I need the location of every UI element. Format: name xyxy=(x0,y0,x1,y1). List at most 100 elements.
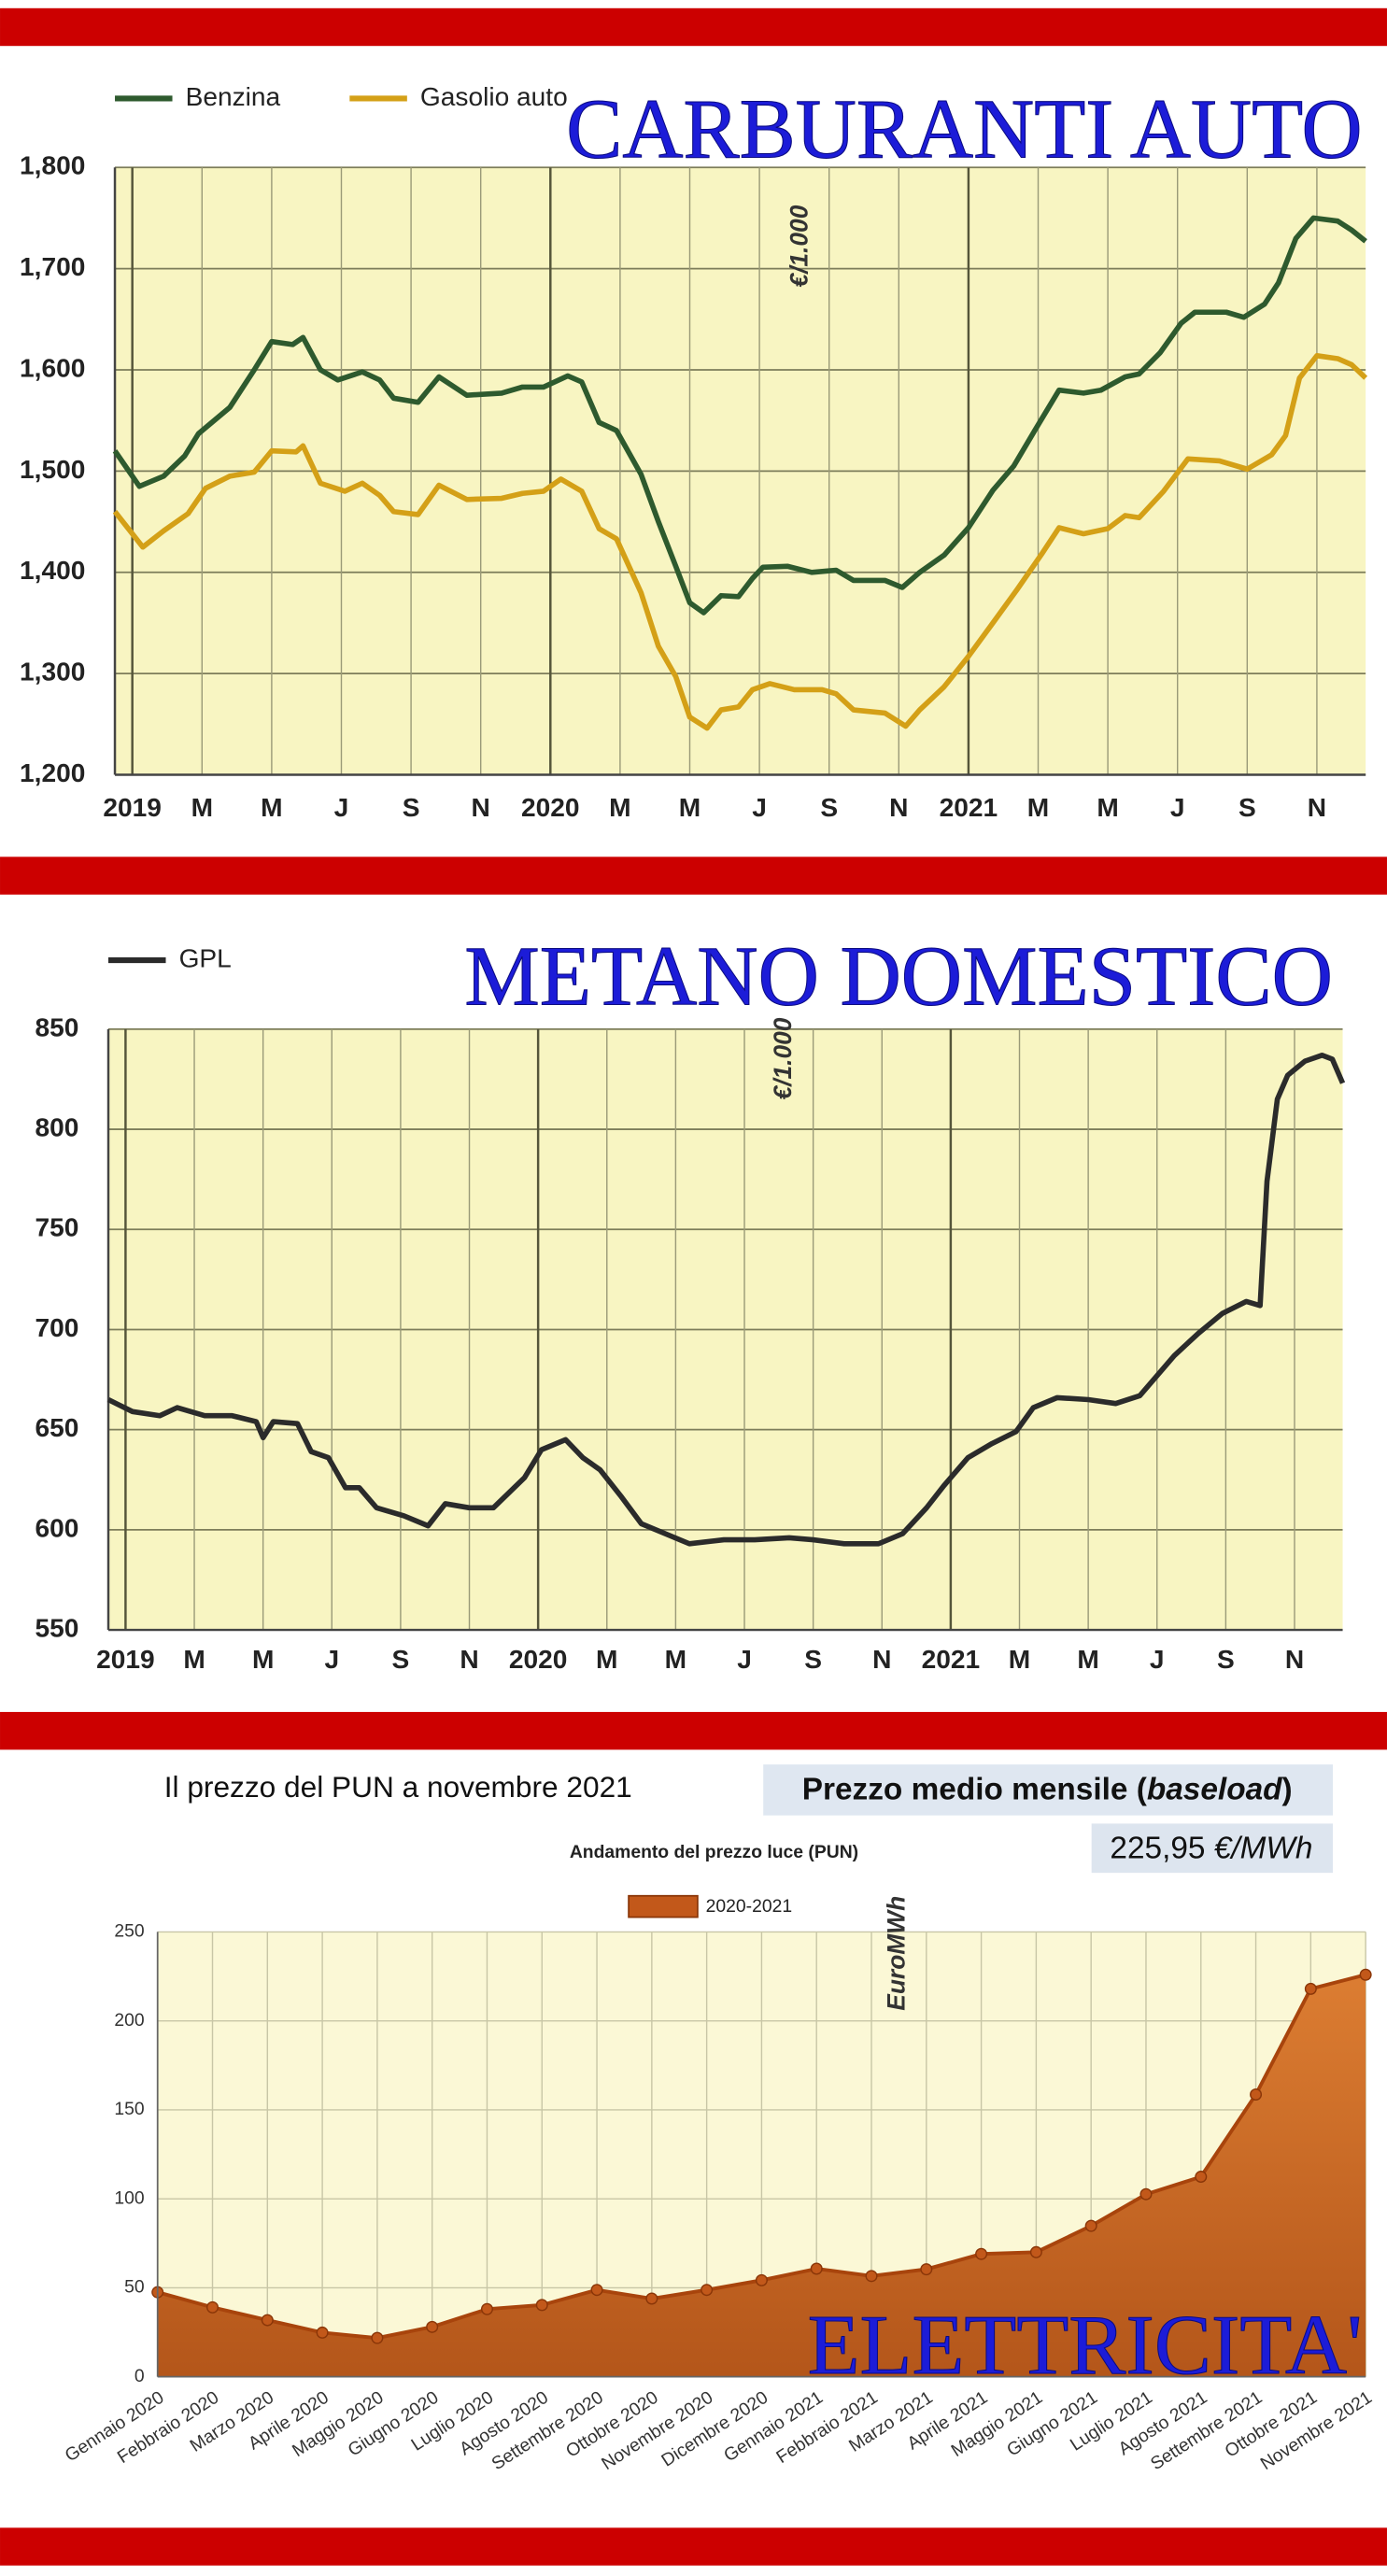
banner: METANO DOMESTICO xyxy=(464,929,1333,1024)
legend-label: 2020-2021 xyxy=(706,1897,792,1917)
banner: ELETTRICITA' xyxy=(808,2298,1363,2392)
data-point xyxy=(920,2263,933,2276)
y-tick-label: 850 xyxy=(35,1012,78,1041)
data-point xyxy=(371,2331,384,2344)
data-point xyxy=(701,2284,714,2297)
x-tick-label: M xyxy=(1097,793,1118,822)
summary-label-part: Prezzo medio mensile ( xyxy=(802,1772,1148,1806)
y-tick-label: 150 xyxy=(114,2100,144,2119)
data-point xyxy=(1029,2245,1042,2258)
y-tick-label: 100 xyxy=(114,2188,144,2208)
red-band xyxy=(0,856,1387,895)
y-tick-label: 50 xyxy=(124,2278,144,2298)
x-tick-label: S xyxy=(804,1645,822,1674)
data-point xyxy=(206,2300,219,2314)
x-tick-label: N xyxy=(472,793,490,822)
x-tick-label: M xyxy=(261,793,282,822)
legend-label: GPL xyxy=(179,943,232,972)
y-tick-label: 1,500 xyxy=(20,455,85,484)
data-point xyxy=(1359,1968,1372,1981)
x-tick-label: N xyxy=(889,793,908,822)
x-tick-label: M xyxy=(191,793,213,822)
series-line xyxy=(106,1052,1346,1547)
data-point xyxy=(1084,2219,1097,2232)
x-tick-label: 2019 xyxy=(96,1645,155,1674)
x-tick-label: M xyxy=(1027,793,1049,822)
summary-number: 225,95 xyxy=(1110,1831,1205,1865)
data-point xyxy=(1139,2187,1153,2201)
summary-label-part: ) xyxy=(1282,1772,1293,1806)
red-band xyxy=(0,1711,1387,1750)
y-tick-label: 250 xyxy=(114,1922,144,1942)
y-tick-label: 1,700 xyxy=(20,252,85,281)
legend-swatch xyxy=(628,1894,699,1918)
x-tick-label: M xyxy=(1009,1645,1030,1674)
x-tick-label: M xyxy=(1077,1645,1098,1674)
x-tick-label: J xyxy=(334,793,349,822)
data-point xyxy=(975,2247,988,2260)
data-point xyxy=(1304,1982,1317,1995)
y-tick-label: 200 xyxy=(114,2011,144,2031)
y-tick-label: 1,400 xyxy=(20,556,85,585)
y-tick-label: 0 xyxy=(134,2367,145,2386)
data-point xyxy=(865,2270,878,2283)
y-tick-label: 1,200 xyxy=(20,758,85,787)
data-point xyxy=(316,2326,329,2339)
x-tick-label: J xyxy=(1150,1645,1165,1674)
series-line xyxy=(112,353,1368,731)
x-tick-label: J xyxy=(324,1645,339,1674)
y-tick-label: 1,600 xyxy=(20,353,85,382)
x-tick-label: M xyxy=(183,1645,205,1674)
y-tick-label: 1,800 xyxy=(20,151,85,180)
data-point xyxy=(645,2292,658,2305)
x-tick-label: M xyxy=(252,1645,274,1674)
x-tick-label: S xyxy=(392,1645,410,1674)
y-tick-label: 700 xyxy=(35,1313,78,1342)
data-point xyxy=(261,2314,274,2327)
y-tick-label: 600 xyxy=(35,1513,78,1542)
x-tick-label: N xyxy=(1285,1645,1304,1674)
x-tick-label: 2021 xyxy=(940,793,998,822)
x-tick-label: S xyxy=(1217,1645,1235,1674)
unit-label: €/1.000 xyxy=(769,1017,797,1099)
red-band xyxy=(0,7,1387,47)
x-tick-label: M xyxy=(609,793,630,822)
data-point xyxy=(1250,2088,1263,2102)
area xyxy=(157,1974,1366,2377)
data-point xyxy=(810,2262,823,2275)
chart-title: Andamento del prezzo luce (PUN) xyxy=(570,1843,858,1862)
heading: Il prezzo del PUN a novembre 2021 xyxy=(164,1770,632,1804)
x-tick-label: N xyxy=(460,1645,478,1674)
unit-label: €/1.000 xyxy=(785,205,814,287)
x-tick-label: N xyxy=(1308,793,1326,822)
summary-box xyxy=(763,1764,1333,1816)
summary-value: 225,95 €/MWh xyxy=(1110,1831,1312,1865)
summary-label-part: baseload xyxy=(1147,1772,1282,1806)
data-point xyxy=(590,2284,603,2297)
x-tick-label: S xyxy=(403,793,420,822)
x-tick-label: M xyxy=(596,1645,617,1674)
data-point xyxy=(480,2302,493,2315)
y-tick-label: 800 xyxy=(35,1112,78,1141)
legend-label: Benzina xyxy=(186,82,281,111)
unit-label: EuroMWh xyxy=(882,1896,910,2011)
x-tick-label: S xyxy=(820,793,838,822)
data-point xyxy=(755,2273,768,2286)
x-tick-label: 2021 xyxy=(922,1645,981,1674)
x-tick-label: 2020 xyxy=(521,793,580,822)
data-point xyxy=(426,2320,439,2333)
summary-value-box xyxy=(1091,1823,1333,1874)
x-tick-label: S xyxy=(1238,793,1256,822)
data-point xyxy=(535,2299,548,2312)
x-tick-label: N xyxy=(872,1645,891,1674)
x-tick-label: 2020 xyxy=(509,1645,568,1674)
x-tick-label: M xyxy=(665,1645,686,1674)
summary-label: Prezzo medio mensile (baseload) xyxy=(802,1772,1293,1806)
x-tick-label: 2019 xyxy=(103,793,162,822)
y-tick-label: 1,300 xyxy=(20,658,85,686)
x-tick-label: J xyxy=(1170,793,1185,822)
summary-unit: €/MWh xyxy=(1214,1831,1313,1865)
red-band xyxy=(0,2527,1387,2566)
series-line xyxy=(112,215,1367,616)
